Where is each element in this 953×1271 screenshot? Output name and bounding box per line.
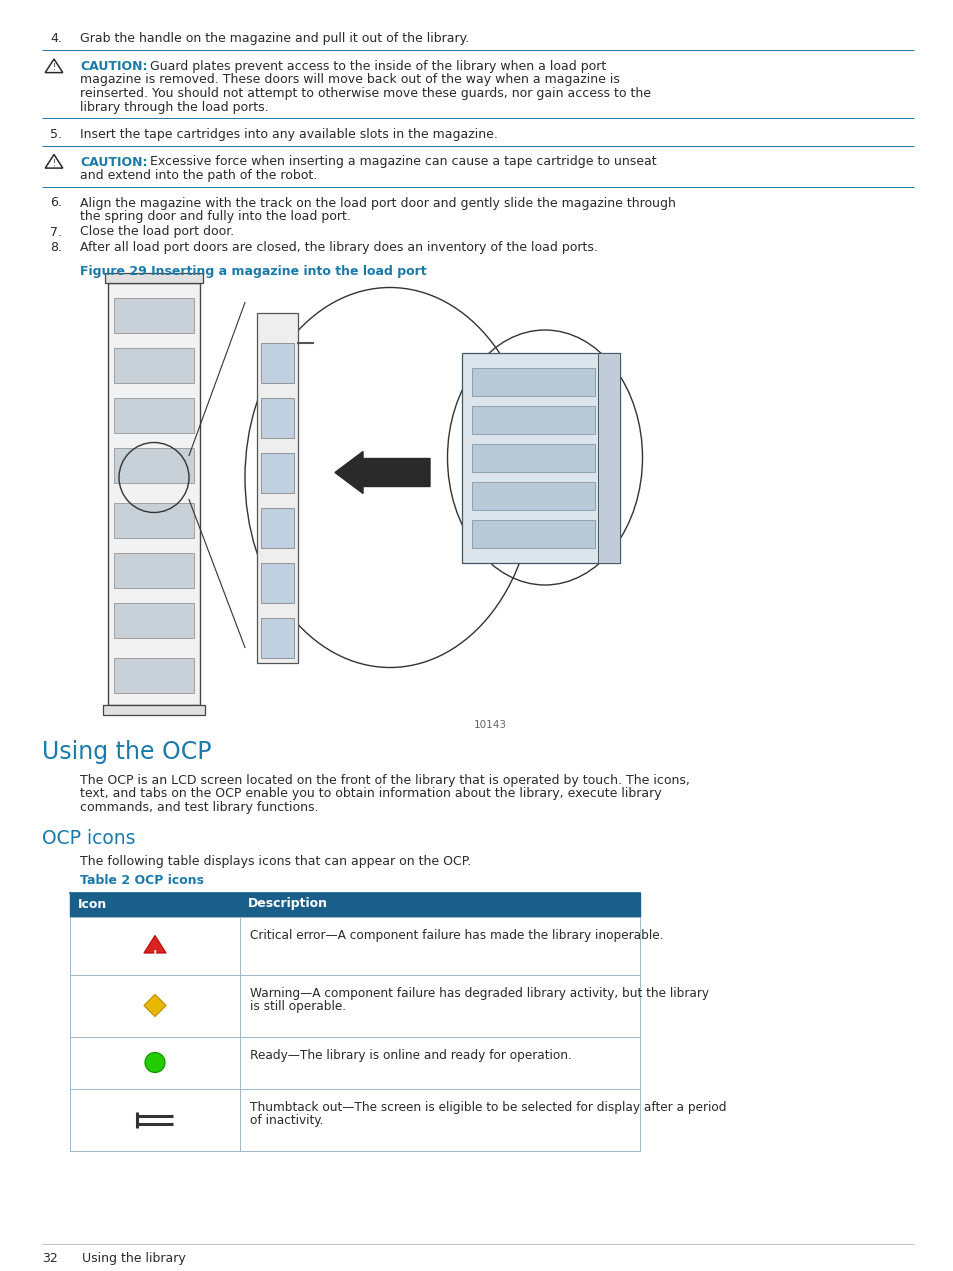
Text: 10143: 10143 — [473, 719, 506, 730]
Text: 5.: 5. — [50, 128, 62, 141]
Text: 7.: 7. — [50, 225, 62, 239]
Polygon shape — [113, 347, 193, 383]
Polygon shape — [472, 444, 595, 472]
Text: Critical error—A component failure has made the library inoperable.: Critical error—A component failure has m… — [250, 929, 662, 942]
Polygon shape — [261, 398, 294, 437]
Text: Warning—A component failure has degraded library activity, but the library: Warning—A component failure has degraded… — [250, 986, 708, 999]
Text: of inactivity.: of inactivity. — [250, 1113, 323, 1127]
FancyArrow shape — [335, 451, 430, 493]
Polygon shape — [472, 405, 595, 433]
Text: CAUTION:: CAUTION: — [80, 155, 148, 169]
Text: is still operable.: is still operable. — [250, 1000, 346, 1013]
Polygon shape — [261, 452, 294, 492]
Polygon shape — [113, 502, 193, 538]
Text: The OCP is an LCD screen located on the front of the library that is operated by: The OCP is an LCD screen located on the … — [80, 774, 689, 787]
Text: text, and tabs on the OCP enable you to obtain information about the library, ex: text, and tabs on the OCP enable you to … — [80, 788, 661, 801]
Text: Table 2 OCP icons: Table 2 OCP icons — [80, 874, 204, 887]
Polygon shape — [261, 342, 294, 383]
Polygon shape — [261, 563, 294, 602]
Text: 4.: 4. — [50, 32, 62, 44]
Polygon shape — [70, 1036, 639, 1088]
Text: Using the OCP: Using the OCP — [42, 740, 212, 764]
Polygon shape — [472, 520, 595, 548]
Text: The following table displays icons that can appear on the OCP.: The following table displays icons that … — [80, 855, 471, 868]
Text: library through the load ports.: library through the load ports. — [80, 100, 269, 113]
Polygon shape — [461, 352, 619, 563]
Text: Ready—The library is online and ready for operation.: Ready—The library is online and ready fo… — [250, 1049, 571, 1061]
Polygon shape — [261, 618, 294, 657]
Polygon shape — [103, 705, 205, 716]
Text: !: ! — [52, 64, 55, 72]
Text: OCP icons: OCP icons — [42, 829, 135, 848]
Text: Using the library: Using the library — [82, 1252, 186, 1265]
Polygon shape — [144, 935, 166, 953]
Text: the spring door and fully into the load port.: the spring door and fully into the load … — [80, 210, 351, 222]
Text: Figure 29 Inserting a magazine into the load port: Figure 29 Inserting a magazine into the … — [80, 264, 426, 277]
Polygon shape — [105, 272, 203, 282]
Polygon shape — [70, 1088, 639, 1150]
Text: 8.: 8. — [50, 241, 62, 254]
Polygon shape — [113, 553, 193, 587]
Text: Close the load port door.: Close the load port door. — [80, 225, 234, 239]
Text: Icon: Icon — [78, 897, 107, 910]
Text: After all load port doors are closed, the library does an inventory of the load : After all load port doors are closed, th… — [80, 241, 598, 254]
Text: magazine is removed. These doors will move back out of the way when a magazine i: magazine is removed. These doors will mo… — [80, 74, 619, 86]
Text: 32: 32 — [42, 1252, 58, 1265]
Text: Thumbtack out—The screen is eligible to be selected for display after a period: Thumbtack out—The screen is eligible to … — [250, 1101, 726, 1113]
Text: !: ! — [52, 159, 55, 168]
Polygon shape — [598, 352, 619, 563]
Polygon shape — [113, 297, 193, 333]
Polygon shape — [108, 282, 200, 705]
Polygon shape — [70, 916, 639, 975]
Text: Align the magazine with the track on the load port door and gently slide the mag: Align the magazine with the track on the… — [80, 197, 675, 210]
Text: Guard plates prevent access to the inside of the library when a load port: Guard plates prevent access to the insid… — [138, 60, 605, 72]
Text: Insert the tape cartridges into any available slots in the magazine.: Insert the tape cartridges into any avai… — [80, 128, 497, 141]
Polygon shape — [113, 657, 193, 693]
Polygon shape — [113, 447, 193, 483]
Text: CAUTION:: CAUTION: — [80, 60, 148, 72]
Text: 6.: 6. — [50, 197, 62, 210]
Polygon shape — [144, 994, 166, 1017]
Polygon shape — [70, 975, 639, 1036]
Text: !: ! — [152, 951, 157, 961]
Circle shape — [145, 1052, 165, 1073]
Text: Grab the handle on the magazine and pull it out of the library.: Grab the handle on the magazine and pull… — [80, 32, 469, 44]
Text: commands, and test library functions.: commands, and test library functions. — [80, 801, 318, 813]
Polygon shape — [113, 398, 193, 432]
Text: and extend into the path of the robot.: and extend into the path of the robot. — [80, 169, 317, 182]
Polygon shape — [256, 313, 297, 662]
Polygon shape — [472, 367, 595, 395]
Text: reinserted. You should not attempt to otherwise move these guards, nor gain acce: reinserted. You should not attempt to ot… — [80, 86, 650, 100]
Polygon shape — [261, 507, 294, 548]
Polygon shape — [472, 482, 595, 510]
Text: Excessive force when inserting a magazine can cause a tape cartridge to unseat: Excessive force when inserting a magazin… — [138, 155, 656, 169]
Text: Description: Description — [248, 897, 328, 910]
Polygon shape — [113, 602, 193, 638]
Polygon shape — [70, 892, 639, 916]
